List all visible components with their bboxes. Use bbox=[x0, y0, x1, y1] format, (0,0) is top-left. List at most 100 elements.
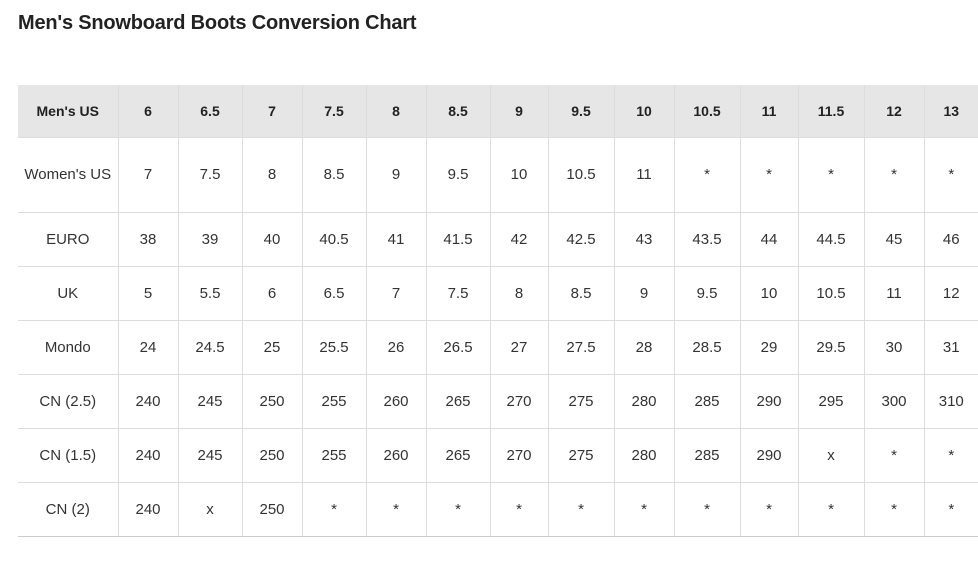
table-cell: 43 bbox=[613, 212, 675, 267]
header-cell: 13 bbox=[923, 85, 978, 138]
table-cell: 9 bbox=[613, 266, 675, 321]
table-cell: 8 bbox=[489, 266, 549, 321]
table-cell: x bbox=[177, 482, 243, 537]
row-label: CN (1.5) bbox=[18, 428, 119, 483]
table-row: CN (1.5) 240 245 250 255 260 265 270 275 280 285 29… bbox=[18, 428, 978, 483]
table-cell: 250 bbox=[241, 482, 303, 537]
table-cell: * bbox=[923, 482, 978, 537]
table-cell: 9 bbox=[365, 137, 427, 213]
table-cell: 260 bbox=[365, 428, 427, 483]
table-cell: 8 bbox=[241, 137, 303, 213]
table-cell: 30 bbox=[863, 320, 925, 375]
table-cell: * bbox=[365, 482, 427, 537]
table-cell: 10.5 bbox=[797, 266, 865, 321]
table-cell: 45 bbox=[863, 212, 925, 267]
table-cell: 295 bbox=[797, 374, 865, 429]
table-cell: 40 bbox=[241, 212, 303, 267]
row-label: Mondo bbox=[18, 320, 119, 375]
table-row: CN (2.5) 240 245 250 255 260 265 270 275 280 285 29… bbox=[18, 374, 978, 429]
header-cell: 10.5 bbox=[673, 85, 741, 138]
table-cell: 25 bbox=[241, 320, 303, 375]
table-cell: 11 bbox=[863, 266, 925, 321]
table-cell: 275 bbox=[547, 428, 615, 483]
table-cell: 285 bbox=[673, 428, 741, 483]
table-cell: 6 bbox=[241, 266, 303, 321]
table-cell: 46 bbox=[923, 212, 978, 267]
table-cell: 240 bbox=[117, 482, 179, 537]
table-cell: * bbox=[739, 137, 799, 213]
header-cell: 10 bbox=[613, 85, 675, 138]
table-cell: * bbox=[923, 428, 978, 483]
conversion-table-container: Men's US 6 6.5 7 7.5 8 8.5 9 9.5 10 10.5 11 11.5 12 13… bbox=[18, 85, 978, 537]
table-cell: 290 bbox=[739, 374, 799, 429]
table-cell: 10 bbox=[489, 137, 549, 213]
table-cell: * bbox=[547, 482, 615, 537]
table-cell: 290 bbox=[739, 428, 799, 483]
conversion-table: Men's US 6 6.5 7 7.5 8 8.5 9 9.5 10 10.5 11 11.5 12 13… bbox=[18, 85, 978, 537]
header-cell: 12 bbox=[863, 85, 925, 138]
table-cell: 7 bbox=[365, 266, 427, 321]
table-cell: * bbox=[863, 482, 925, 537]
table-cell: * bbox=[613, 482, 675, 537]
row-label: EURO bbox=[18, 212, 119, 267]
header-cell: 8.5 bbox=[425, 85, 491, 138]
table-cell: 10 bbox=[739, 266, 799, 321]
table-cell: 39 bbox=[177, 212, 243, 267]
table-cell: 7 bbox=[117, 137, 179, 213]
table-cell: 42.5 bbox=[547, 212, 615, 267]
table-cell: 5.5 bbox=[177, 266, 243, 321]
header-cell: 11 bbox=[739, 85, 799, 138]
table-cell: 41.5 bbox=[425, 212, 491, 267]
row-label: CN (2.5) bbox=[18, 374, 119, 429]
table-cell: 24 bbox=[117, 320, 179, 375]
table-cell: x bbox=[797, 428, 865, 483]
table-cell: 245 bbox=[177, 428, 243, 483]
table-cell: * bbox=[673, 482, 741, 537]
table-cell: 26 bbox=[365, 320, 427, 375]
header-cell: 9.5 bbox=[547, 85, 615, 138]
table-cell: 38 bbox=[117, 212, 179, 267]
table-cell: 27.5 bbox=[547, 320, 615, 375]
table-cell: 250 bbox=[241, 428, 303, 483]
table-cell: * bbox=[739, 482, 799, 537]
table-cell: 240 bbox=[117, 428, 179, 483]
table-row: Women's US 7 7.5 8 8.5 9 9.5 10 10.5 11 * * * * * bbox=[18, 137, 978, 213]
table-cell: 40.5 bbox=[301, 212, 367, 267]
table-cell: * bbox=[425, 482, 491, 537]
table-cell: * bbox=[301, 482, 367, 537]
table-cell: * bbox=[923, 137, 978, 213]
table-cell: 265 bbox=[425, 374, 491, 429]
table-cell: 29.5 bbox=[797, 320, 865, 375]
table-row: Mondo 24 24.5 25 25.5 26 26.5 27 27.5 28 28.5 29 29.… bbox=[18, 320, 978, 375]
table-cell: 240 bbox=[117, 374, 179, 429]
table-cell: 9.5 bbox=[425, 137, 491, 213]
table-cell: 43.5 bbox=[673, 212, 741, 267]
table-cell: 29 bbox=[739, 320, 799, 375]
table-cell: 9.5 bbox=[673, 266, 741, 321]
table-cell: 7.5 bbox=[425, 266, 491, 321]
table-cell: 255 bbox=[301, 374, 367, 429]
header-cell: 8 bbox=[365, 85, 427, 138]
table-cell: 270 bbox=[489, 428, 549, 483]
table-cell: 44 bbox=[739, 212, 799, 267]
table-cell: 26.5 bbox=[425, 320, 491, 375]
table-cell: 42 bbox=[489, 212, 549, 267]
header-cell: 11.5 bbox=[797, 85, 865, 138]
table-cell: 41 bbox=[365, 212, 427, 267]
table-cell: 11 bbox=[613, 137, 675, 213]
table-row: UK 5 5.5 6 6.5 7 7.5 8 8.5 9 9.5 10 10.5 11 12 bbox=[18, 266, 978, 321]
table-cell: 28 bbox=[613, 320, 675, 375]
table-row: CN (2) 240 x 250 * * * * * * * * * * * bbox=[18, 482, 978, 537]
table-cell: 255 bbox=[301, 428, 367, 483]
header-cell: 9 bbox=[489, 85, 549, 138]
table-cell: 31 bbox=[923, 320, 978, 375]
table-cell: 5 bbox=[117, 266, 179, 321]
table-cell: 250 bbox=[241, 374, 303, 429]
table-cell: 25.5 bbox=[301, 320, 367, 375]
header-cell: 7.5 bbox=[301, 85, 367, 138]
row-label: CN (2) bbox=[18, 482, 119, 537]
table-cell: 10.5 bbox=[547, 137, 615, 213]
table-cell: 12 bbox=[923, 266, 978, 321]
table-cell: 245 bbox=[177, 374, 243, 429]
row-label: UK bbox=[18, 266, 119, 321]
